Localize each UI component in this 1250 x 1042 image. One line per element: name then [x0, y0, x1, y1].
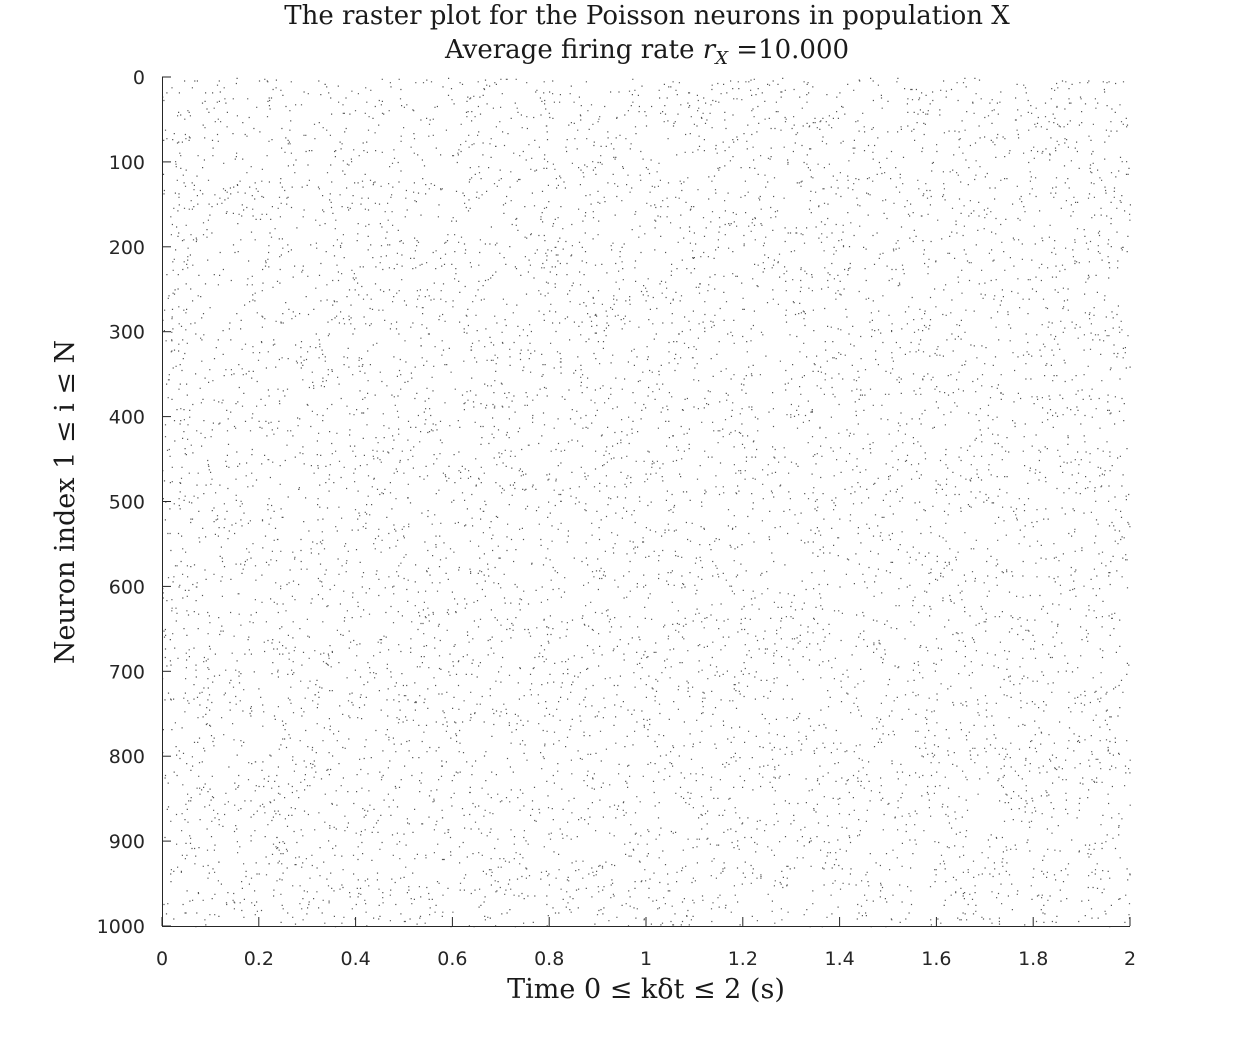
subtitle-prefix: Average firing rate: [444, 35, 703, 65]
x-axis-ticks: 0 0.2 0.4 0.6 0.8 1 1.2 1.4 1.6 1.8 2: [156, 917, 1136, 970]
y-tick-label: 0: [133, 67, 145, 89]
y-tick-label: 400: [109, 407, 145, 429]
x-tick-label: 2: [1124, 948, 1136, 970]
chart-subtitle: Average firing rate rX =10.000: [444, 35, 849, 69]
y-axis-ticks: 0 100 200 300 400 500 600 700 800 900 1000: [97, 67, 171, 938]
x-tick-label: 1.8: [1018, 948, 1048, 970]
x-tick-label: 0.8: [534, 948, 564, 970]
y-tick-label: 200: [109, 237, 145, 259]
y-tick-label: 1000: [97, 916, 145, 938]
subtitle-symbol: r: [703, 35, 717, 65]
subtitle-subscript: X: [713, 48, 729, 69]
x-tick-label: 0.2: [244, 948, 274, 970]
y-tick-label: 600: [109, 576, 145, 598]
y-tick-label: 700: [109, 661, 145, 683]
spike-dots: [162, 77, 1131, 928]
x-tick-label: 1.4: [824, 948, 854, 970]
y-axis-label: Neuron index 1 ≤ i ≤ N: [50, 340, 81, 664]
y-tick-label: 300: [109, 322, 145, 344]
y-tick-label: 900: [109, 831, 145, 853]
x-tick-label: 0: [156, 948, 168, 970]
spike-markers: [162, 77, 1131, 928]
x-tick-label: 0.4: [340, 948, 370, 970]
y-tick-label: 100: [109, 152, 145, 174]
subtitle-value: =10.000: [728, 35, 849, 65]
x-tick-label: 1.2: [728, 948, 758, 970]
x-tick-label: 1.6: [921, 948, 951, 970]
y-tick-label: 800: [109, 746, 145, 768]
x-axis-label: Time 0 ≤ kδt ≤ 2 (s): [507, 974, 785, 1005]
chart-title: The raster plot for the Poisson neurons …: [284, 1, 1010, 31]
x-tick-label: 1: [640, 948, 652, 970]
y-tick-label: 500: [109, 492, 145, 514]
x-tick-label: 0.6: [437, 948, 467, 970]
